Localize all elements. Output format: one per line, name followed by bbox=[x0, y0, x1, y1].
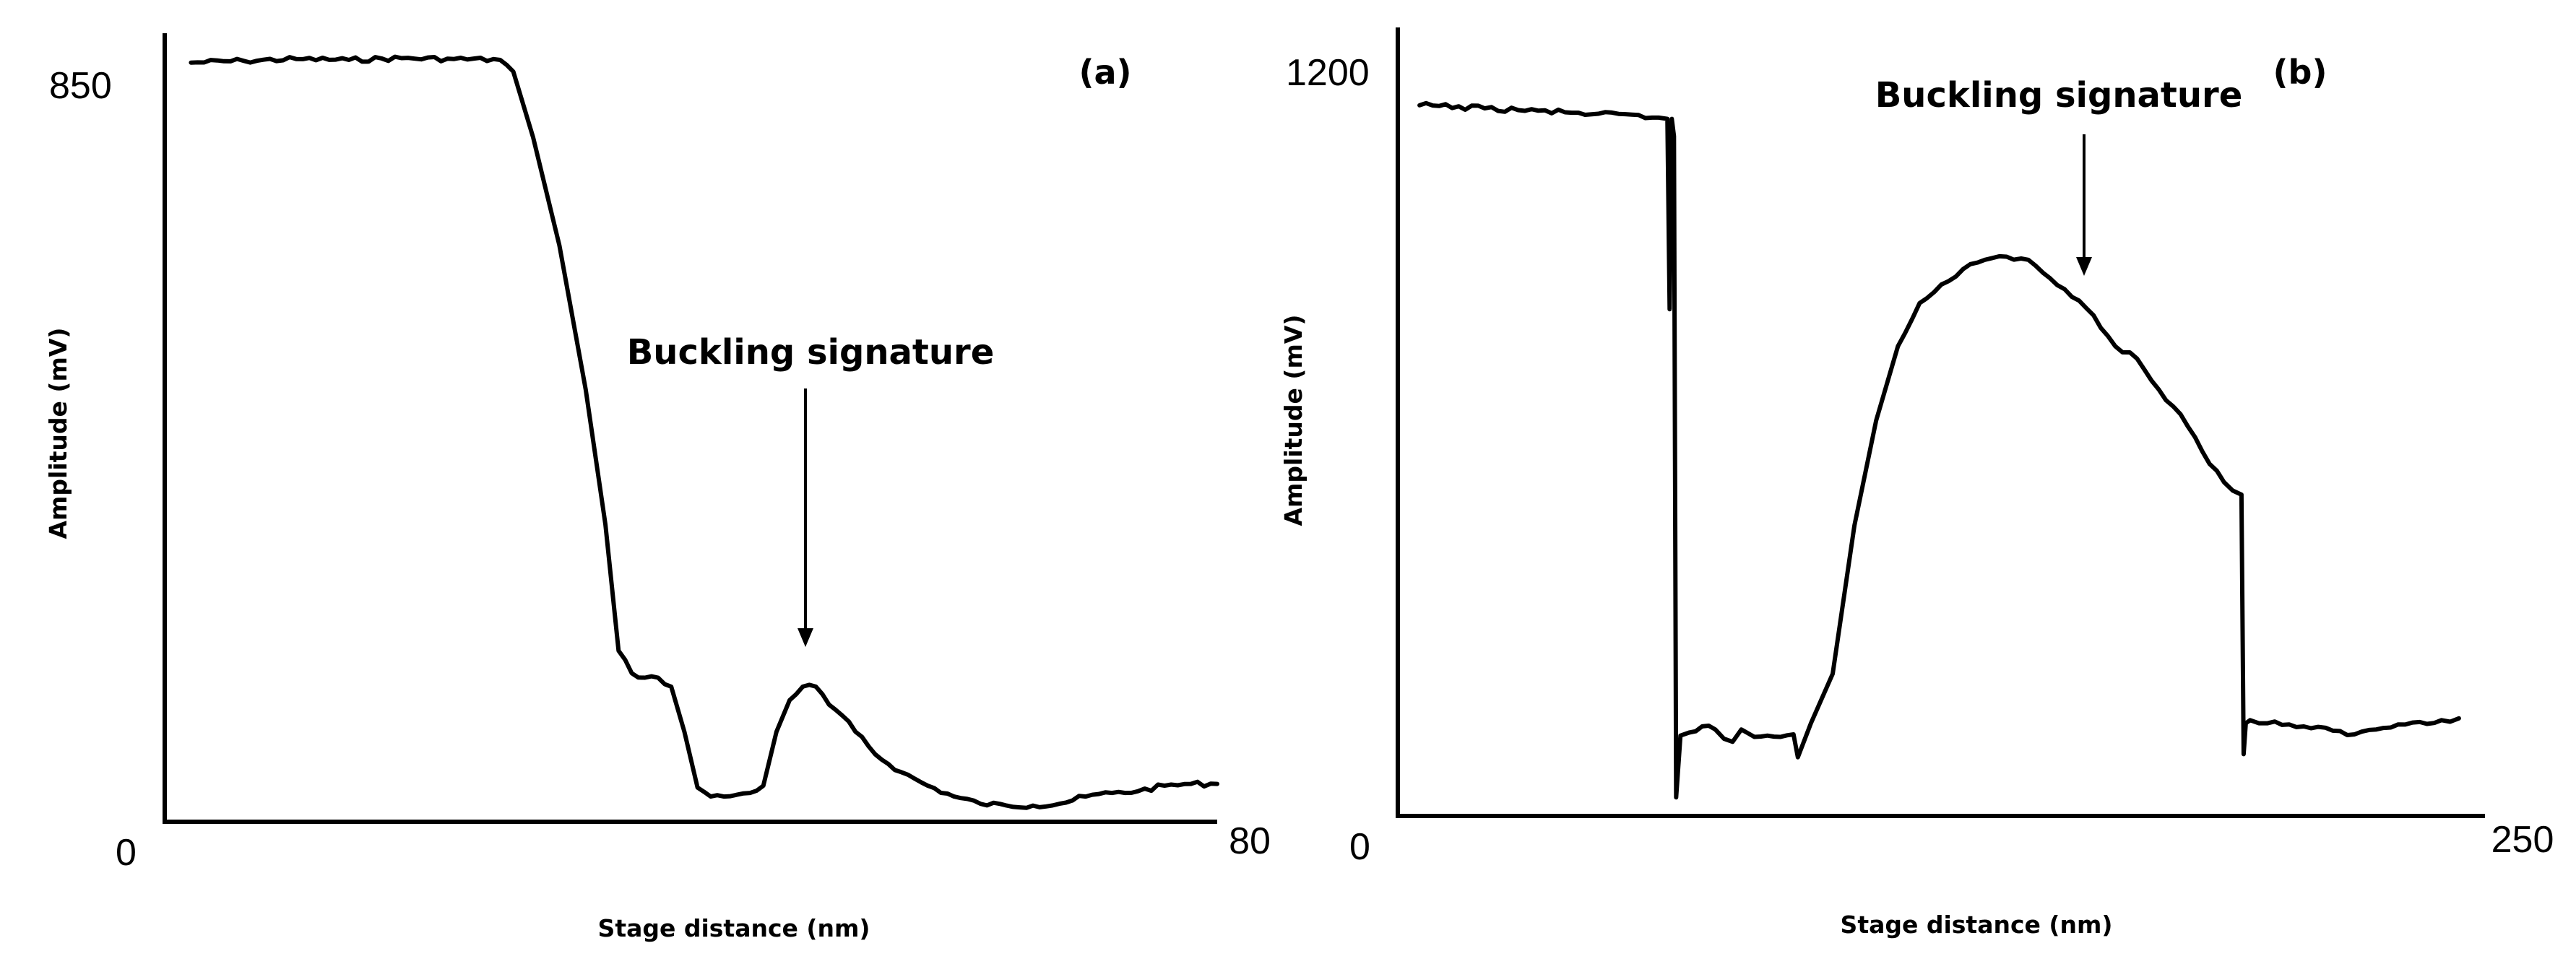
panel-a-label: (a) bbox=[1079, 53, 1131, 92]
panel-a-chart: 850 0 80 Amplitude (mV) Stage distance (… bbox=[44, 33, 1271, 942]
panel-b-y-axis-title: Amplitude (mV) bbox=[1279, 314, 1308, 526]
panel-b-x-axis-title: Stage distance (nm) bbox=[1841, 911, 2113, 939]
panel-b-x-tick-end: 250 bbox=[2491, 819, 2554, 861]
panel-a-y-tick-origin: 0 bbox=[116, 832, 137, 874]
panel-b-y-tick-top: 1200 bbox=[1286, 52, 1370, 94]
panel-a-x-axis-title: Stage distance (nm) bbox=[598, 914, 870, 942]
panel-b-chart: 1200 0 250 Amplitude (mV) Stage distance… bbox=[1279, 27, 2554, 939]
panel-a-arrowhead bbox=[798, 628, 813, 647]
panel-b-annotation-text: Buckling signature bbox=[1875, 75, 2243, 116]
panel-b-y-tick-origin: 0 bbox=[1349, 826, 1370, 868]
panel-b-arrowhead bbox=[2076, 257, 2092, 276]
panel-a-y-axis-title: Amplitude (mV) bbox=[44, 327, 72, 539]
panel-a-annotation-text: Buckling signature bbox=[627, 332, 995, 373]
panel-a-y-tick-top: 850 bbox=[49, 65, 112, 107]
panel-a-series-line bbox=[189, 54, 1219, 810]
panel-b-label: (b) bbox=[2273, 53, 2328, 92]
panel-a-x-tick-end: 80 bbox=[1229, 820, 1271, 862]
panel-b-series-line bbox=[1417, 100, 2461, 800]
